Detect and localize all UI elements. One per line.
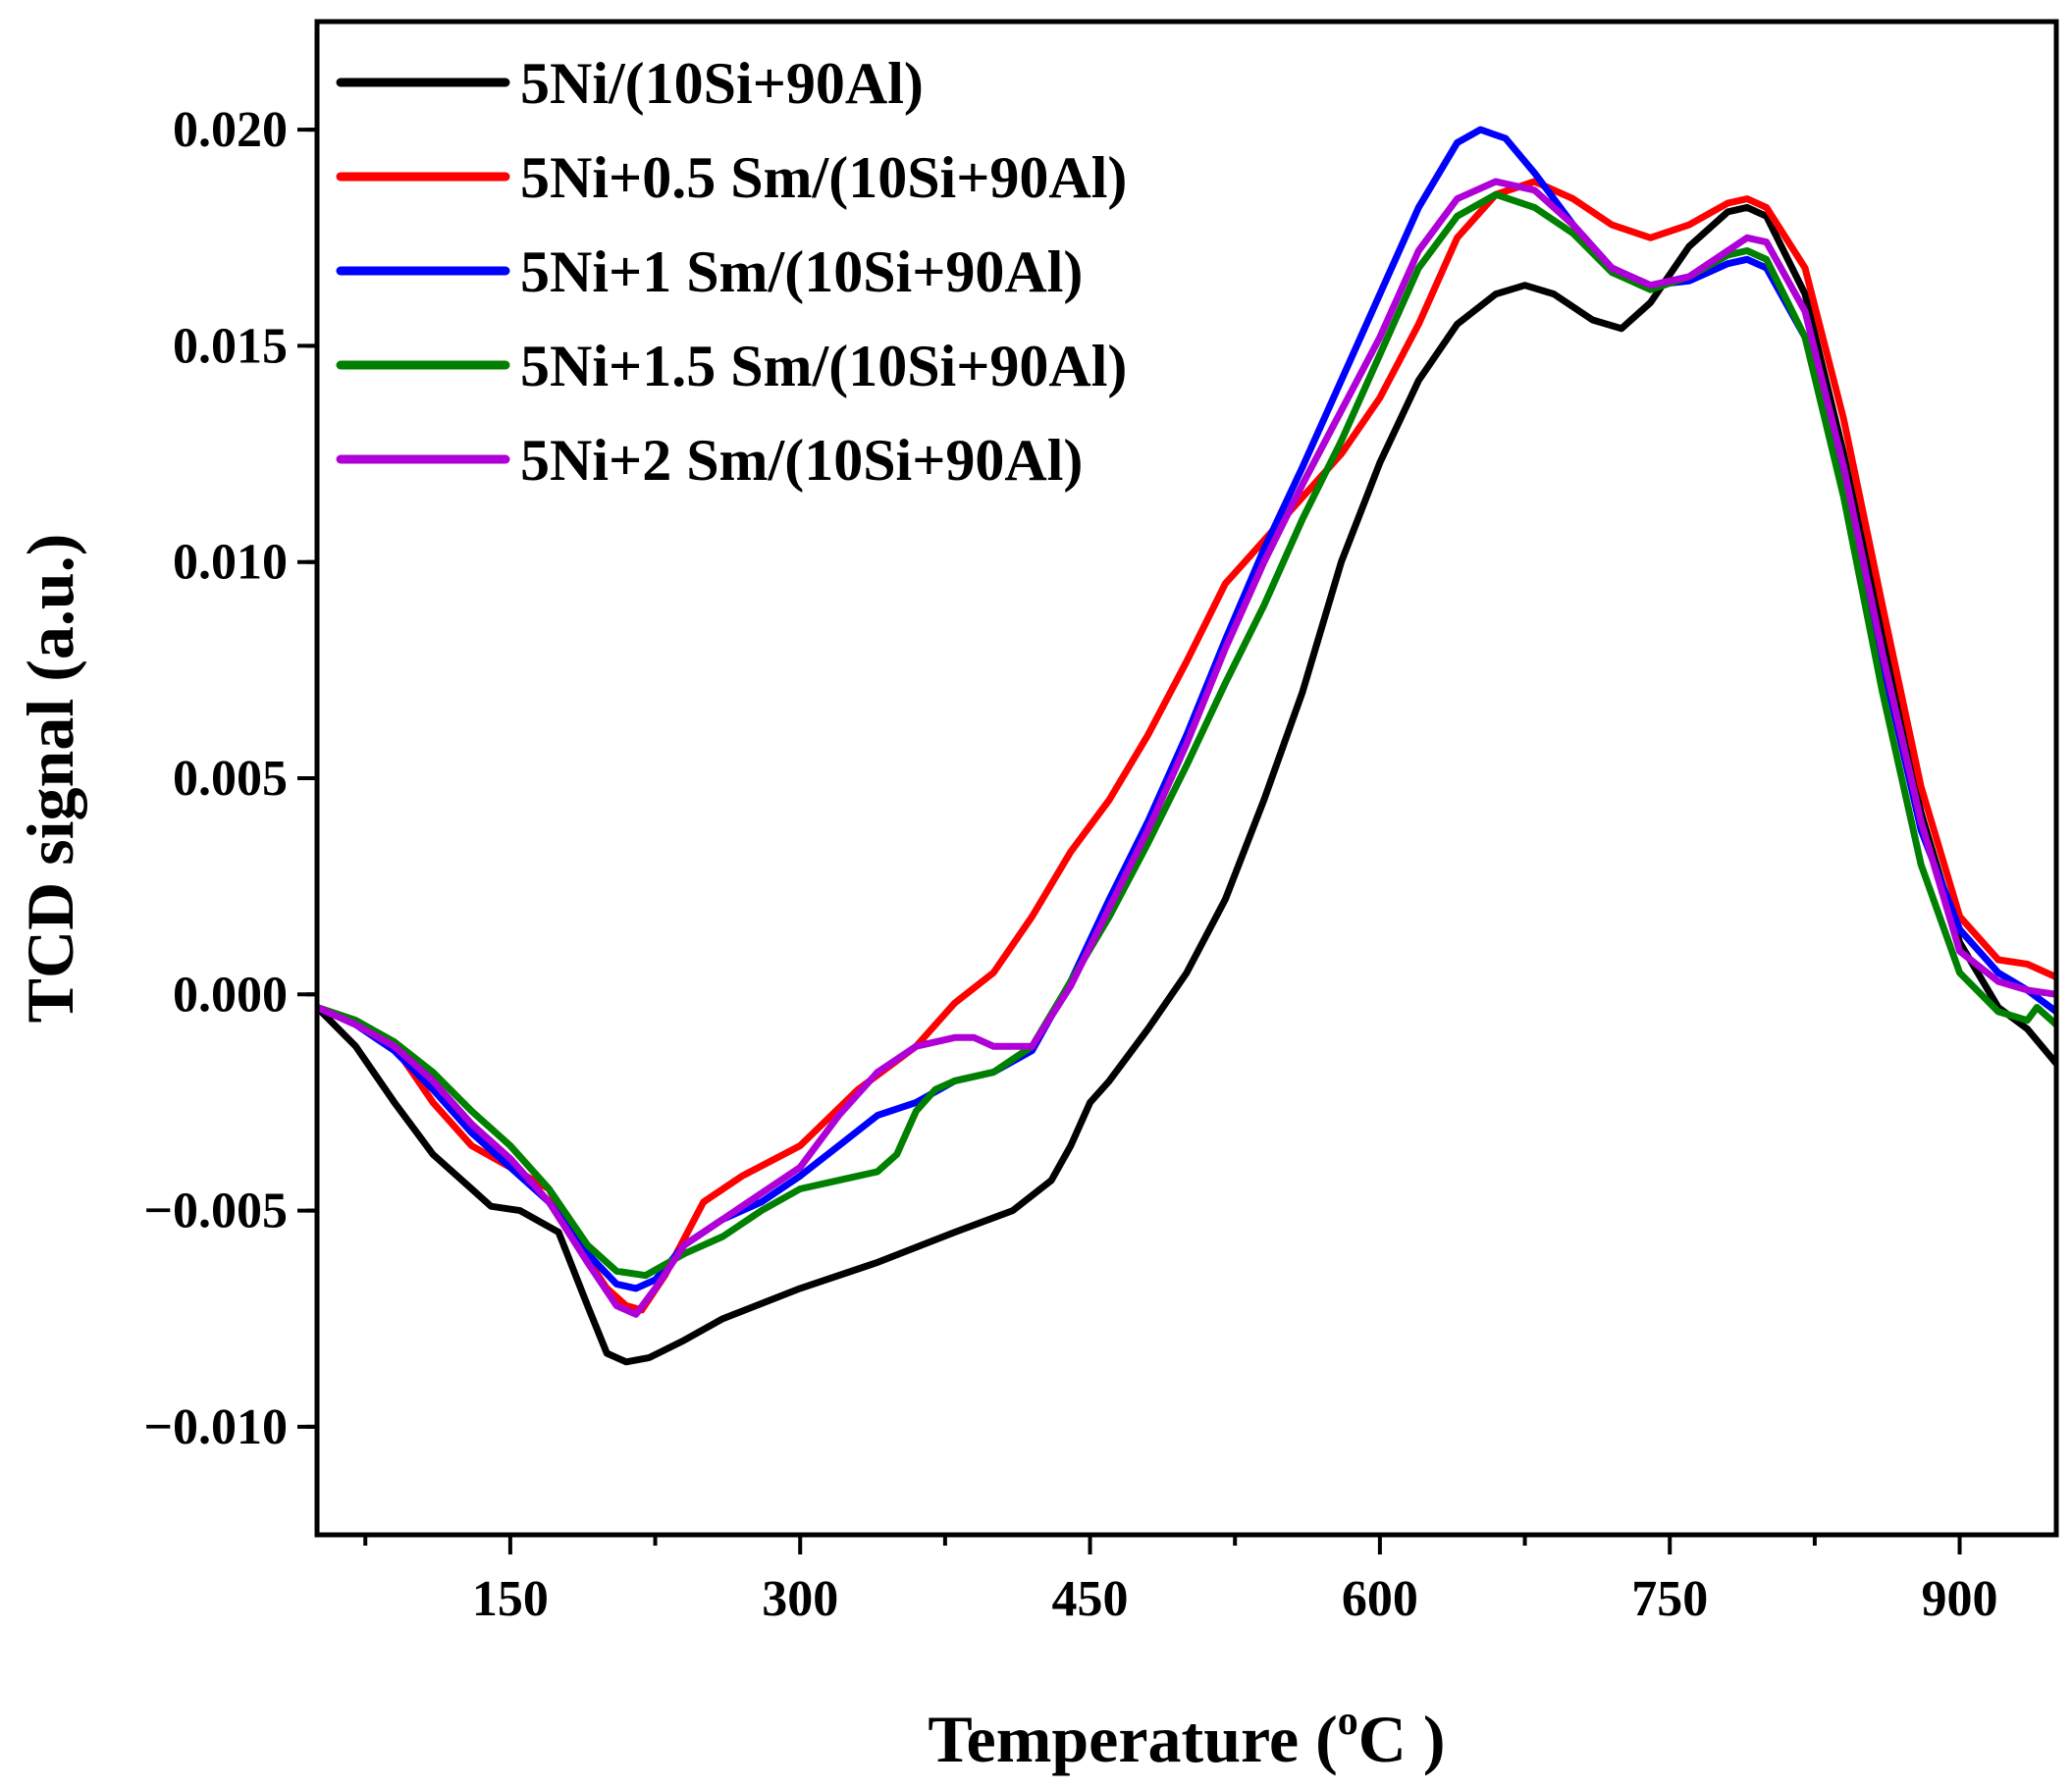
y-tick-label: −0.010 xyxy=(143,1399,288,1455)
x-tick-label: 450 xyxy=(1052,1571,1129,1627)
x-tick-label: 900 xyxy=(1922,1571,1998,1627)
y-tick-label: 0.015 xyxy=(173,318,288,374)
x-axis-title: Temperature (oC ) xyxy=(928,1699,1445,1776)
legend-label-2: 5Ni+0.5 Sm/(10Si+90Al) xyxy=(520,145,1127,210)
y-tick-label: 0.005 xyxy=(173,751,288,807)
x-tick-label: 300 xyxy=(762,1571,838,1627)
y-tick-label: 0.010 xyxy=(173,535,288,591)
series-line-5 xyxy=(317,178,2056,1318)
legend-label-4: 5Ni+1.5 Sm/(10Si+90Al) xyxy=(520,334,1127,398)
y-tick-label: −0.005 xyxy=(143,1184,288,1239)
x-tick-label: 150 xyxy=(472,1571,549,1627)
legend-label-3: 5Ni+1 Sm/(10Si+90Al) xyxy=(520,239,1083,304)
x-axis: 150 300 450 600 750 900 xyxy=(363,1535,1998,1627)
x-axis-title-main: Temperature ( xyxy=(928,1702,1337,1776)
x-tick-label: 750 xyxy=(1631,1571,1708,1627)
series-line-4 xyxy=(317,190,2056,1280)
y-axis-title: TCD signal (a.u.) xyxy=(13,534,87,1024)
series-line-1 xyxy=(317,203,2056,1366)
y-axis: −0.010 −0.005 0.000 0.005 0.010 0.015 0.020 xyxy=(143,102,317,1455)
legend: 5Ni/(10Si+90Al) 5Ni+0.5 Sm/(10Si+90Al) 5Ni… xyxy=(336,51,1127,493)
y-tick-label: 0.000 xyxy=(173,967,288,1023)
x-tick-label: 600 xyxy=(1342,1571,1418,1627)
legend-label-5: 5Ni+2 Sm/(10Si+90Al) xyxy=(520,428,1083,493)
y-tick-label: 0.020 xyxy=(173,102,288,158)
x-axis-title-unit: C ) xyxy=(1358,1702,1446,1776)
series-layer xyxy=(317,126,2056,1366)
legend-label-1: 5Ni/(10Si+90Al) xyxy=(520,51,924,116)
x-axis-title-degree: o xyxy=(1338,1699,1358,1744)
